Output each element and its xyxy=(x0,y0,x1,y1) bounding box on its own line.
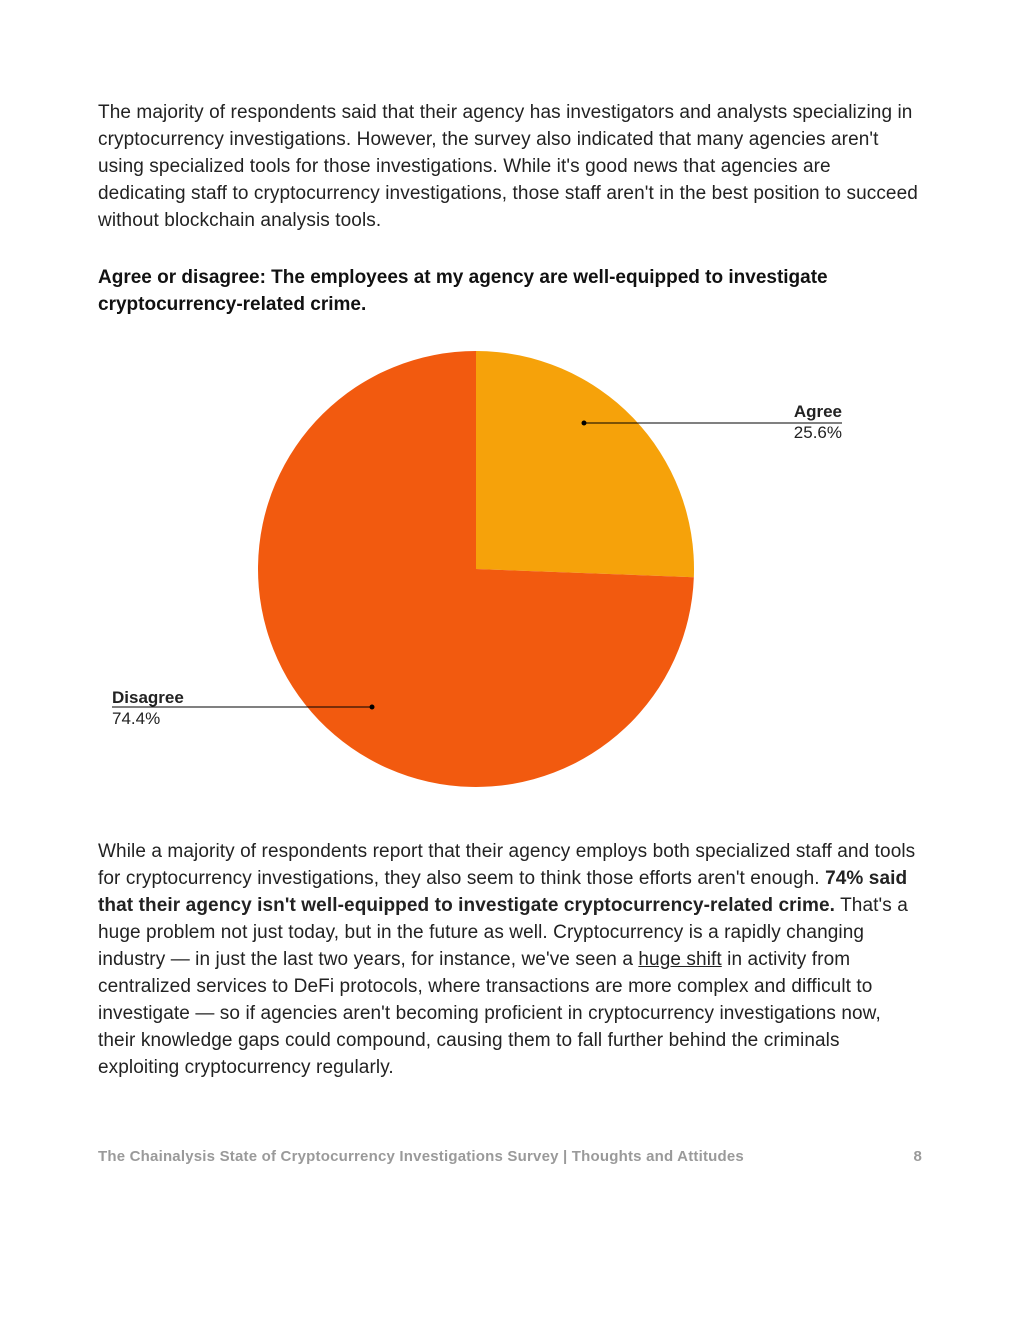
disagree-value: 74.4% xyxy=(112,708,184,729)
analysis-paragraph: While a majority of respondents report t… xyxy=(98,839,922,1082)
survey-question: Agree or disagree: The employees at my a… xyxy=(98,265,922,319)
page: The majority of respondents said that th… xyxy=(0,0,1020,1320)
agree-label: Agree xyxy=(794,401,842,422)
disagree-label: Disagree xyxy=(112,687,184,708)
page-footer: The Chainalysis State of Cryptocurrency … xyxy=(98,1148,922,1165)
footer-title: The Chainalysis State of Cryptocurrency … xyxy=(98,1148,744,1165)
callout-agree: Agree 25.6% xyxy=(794,401,842,444)
callout-disagree: Disagree 74.4% xyxy=(112,687,184,730)
huge-shift-link[interactable]: huge shift xyxy=(638,949,721,970)
page-number: 8 xyxy=(913,1148,922,1165)
agree-value: 25.6% xyxy=(794,422,842,443)
pie-chart: Agree 25.6% Disagree 74.4% xyxy=(98,349,922,809)
para2-part-a: While a majority of respondents report t… xyxy=(98,841,915,889)
intro-paragraph: The majority of respondents said that th… xyxy=(98,100,922,235)
